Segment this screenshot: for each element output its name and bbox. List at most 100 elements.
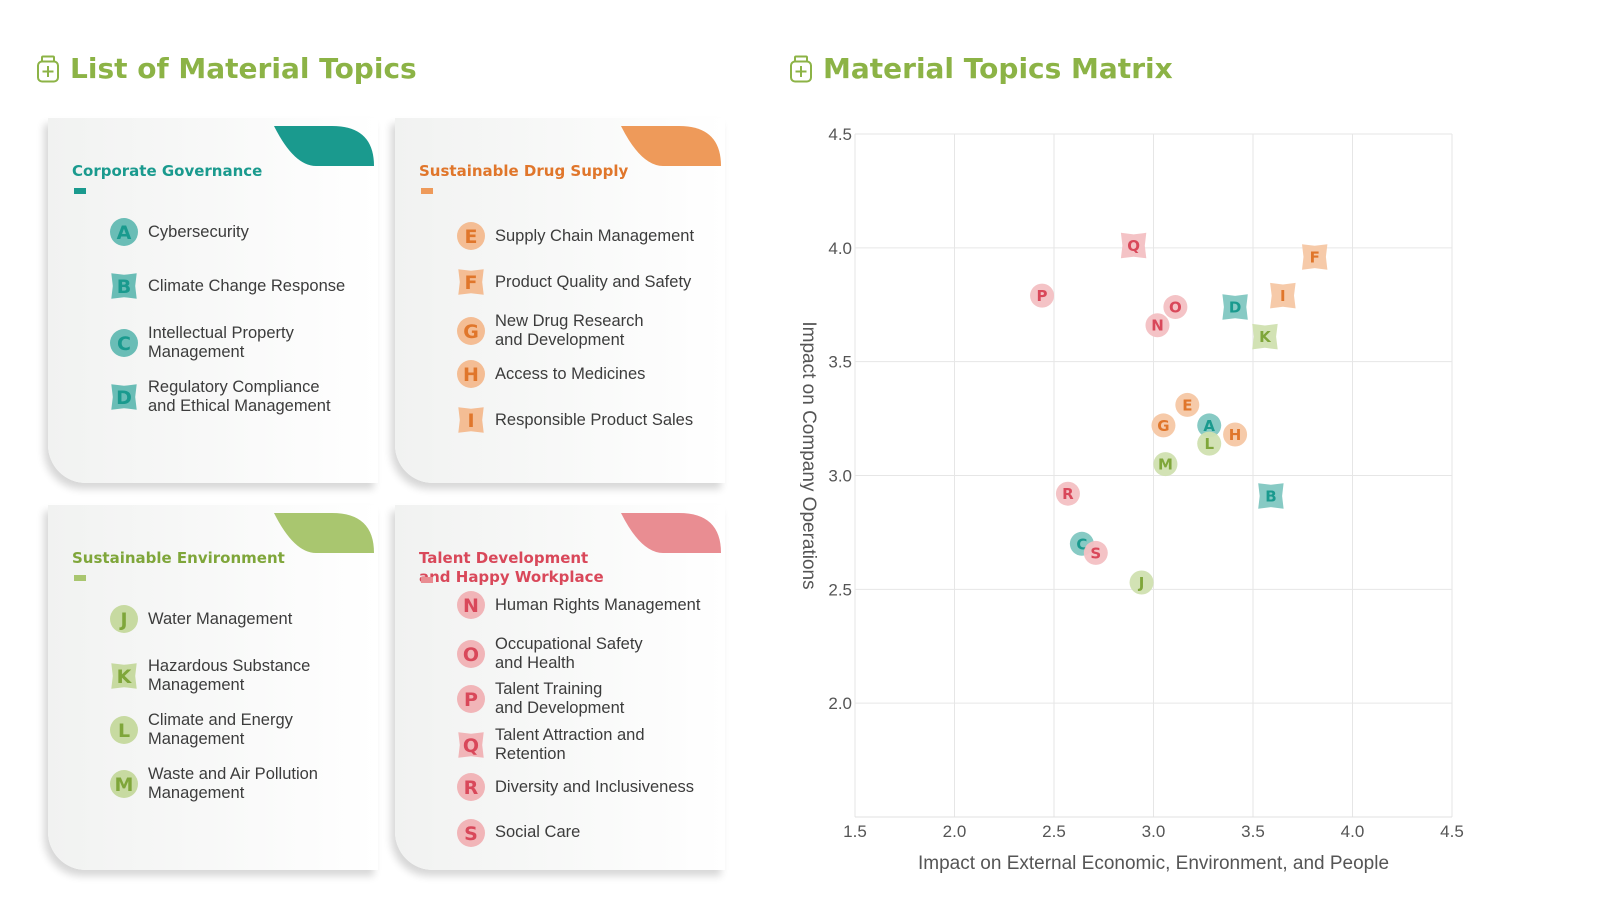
data-point-circle xyxy=(1083,540,1108,565)
y-tick-label: 2.0 xyxy=(828,694,852,713)
circle-badge-icon: S xyxy=(455,817,487,849)
group-title: Sustainable Drug Supply xyxy=(419,162,629,180)
topic-label: Supply Chain Management xyxy=(495,226,695,245)
topic-label: Diversity and Inclusiveness xyxy=(495,777,694,796)
group-title: Talent Development and Happy Workplace xyxy=(419,549,604,586)
topic-item: J Water Management xyxy=(108,603,292,635)
x-tick-label: 2.0 xyxy=(943,822,967,841)
topic-label: Talent Attraction and Retention xyxy=(495,725,645,763)
group-title-underline xyxy=(421,188,433,194)
circle-badge-icon: C xyxy=(108,327,140,359)
circle-badge-icon: H xyxy=(455,358,487,390)
card-corner-tab xyxy=(621,126,721,166)
topic-label: Product Quality and Safety xyxy=(495,272,692,291)
svg-text:E: E xyxy=(465,226,478,248)
data-point-label: A xyxy=(1203,417,1215,435)
data-point-circle xyxy=(1030,283,1055,308)
card-corner-tab xyxy=(274,126,374,166)
topic-label: Talent Training and Development xyxy=(495,680,625,717)
circle-badge-icon: A xyxy=(108,216,140,248)
data-point-label: S xyxy=(1090,544,1101,562)
svg-text:A: A xyxy=(117,222,132,244)
data-point-circle xyxy=(1163,295,1188,320)
data-point-circle xyxy=(1223,422,1248,447)
data-point-star xyxy=(1258,483,1284,509)
material-topics-matrix-chart: 1.5 2.0 2.5 3.0 3.5 4.0 4.5 2.0 2.5 3.0 3.5 4.0 4.5 I… xyxy=(800,125,1464,874)
y-tick-label: 3.0 xyxy=(828,467,852,486)
group-title-underline xyxy=(74,575,86,581)
topic-label: Cybersecurity xyxy=(148,222,249,241)
topic-item: O Occupational Safety and Health xyxy=(455,635,643,673)
card-corner-tab xyxy=(621,513,721,553)
y-axis-label: Impact on Company Operations xyxy=(800,321,819,589)
data-point-label: I xyxy=(1280,287,1286,305)
circle-badge-icon: E xyxy=(455,220,487,252)
x-tick-label: 4.0 xyxy=(1341,822,1365,841)
group-title: Corporate Governance xyxy=(72,162,263,180)
matrix-title: Material Topics Matrix xyxy=(823,52,1173,85)
data-point-label: O xyxy=(1169,299,1182,317)
data-point-label: B xyxy=(1265,487,1276,505)
topic-item: P Talent Training and Development xyxy=(455,680,624,718)
svg-text:I: I xyxy=(467,410,474,432)
topic-item: L Climate and Energy Management xyxy=(108,711,293,749)
data-point-label: C xyxy=(1076,535,1087,553)
star-badge-icon: Q xyxy=(455,729,487,761)
topic-item: M Waste and Air Pollution Management xyxy=(108,765,318,803)
topic-label: Water Management xyxy=(148,609,293,628)
card-corner-tab xyxy=(274,513,374,553)
topic-label: Social Care xyxy=(495,823,581,841)
topic-group-card: Corporate Governance A Cybersecurity B Clima… xyxy=(48,118,378,483)
topic-label: Waste and Air Pollution Management xyxy=(148,765,318,802)
data-point-circle xyxy=(1153,452,1178,477)
svg-text:R: R xyxy=(464,777,479,799)
x-tick-label: 2.5 xyxy=(1042,822,1066,841)
data-point-label: R xyxy=(1062,485,1074,503)
topic-group-card: Sustainable Drug Supply E Supply Chain Man… xyxy=(395,118,725,483)
topic-item: H Access to Medicines xyxy=(455,358,645,390)
list-title: List of Material Topics xyxy=(70,52,417,85)
list-section-title: List of Material Topics xyxy=(36,52,417,85)
circle-badge-icon: P xyxy=(455,683,487,715)
svg-text:J: J xyxy=(118,609,127,631)
data-point-label: J xyxy=(1138,574,1145,592)
circle-badge-icon: N xyxy=(455,589,487,621)
star-badge-icon: B xyxy=(108,270,140,302)
topic-label: Hazardous Substance Management xyxy=(148,657,311,694)
data-point-label: L xyxy=(1204,435,1214,453)
topic-item: E Supply Chain Management xyxy=(455,220,694,252)
topic-item: F Product Quality and Safety xyxy=(455,266,691,298)
data-point-label: P xyxy=(1037,287,1048,305)
topic-label: Occupational Safety and Health xyxy=(495,634,643,672)
data-point-star xyxy=(1222,294,1248,320)
topic-label: Human Rights Management xyxy=(495,595,701,614)
topic-label: Climate Change Response xyxy=(148,276,346,295)
circle-badge-icon: O xyxy=(455,638,487,670)
group-title-underline xyxy=(421,577,433,583)
circle-badge-icon: M xyxy=(108,768,140,800)
data-point-circle xyxy=(1145,313,1170,338)
medicine-bottle-icon xyxy=(790,55,812,82)
circle-badge-icon: G xyxy=(455,315,487,347)
topic-item: B Climate Change Response xyxy=(108,270,345,302)
svg-text:C: C xyxy=(117,333,131,355)
svg-text:B: B xyxy=(117,276,131,298)
svg-text:H: H xyxy=(463,364,479,386)
svg-text:O: O xyxy=(463,644,479,666)
x-axis-label: Impact on External Economic, Environment… xyxy=(918,853,1389,874)
y-tick-label: 4.5 xyxy=(828,125,852,144)
data-point-star xyxy=(1252,323,1278,350)
star-badge-icon: F xyxy=(455,266,487,298)
topic-item: R Diversity and Inclusiveness xyxy=(455,771,694,803)
group-title-underline xyxy=(74,188,86,194)
topic-item: A Cybersecurity xyxy=(108,216,249,248)
x-tick-label: 3.5 xyxy=(1241,822,1265,841)
svg-text:P: P xyxy=(464,689,478,711)
topic-label: Responsible Product Sales xyxy=(495,410,694,429)
svg-text:M: M xyxy=(115,774,134,796)
topic-item: D Regulatory Compliance and Ethical Manag… xyxy=(108,378,331,416)
topic-item: I Responsible Product Sales xyxy=(455,404,693,436)
y-tick-label: 4.0 xyxy=(828,239,852,258)
svg-text:Q: Q xyxy=(463,735,479,757)
svg-text:L: L xyxy=(118,720,130,742)
